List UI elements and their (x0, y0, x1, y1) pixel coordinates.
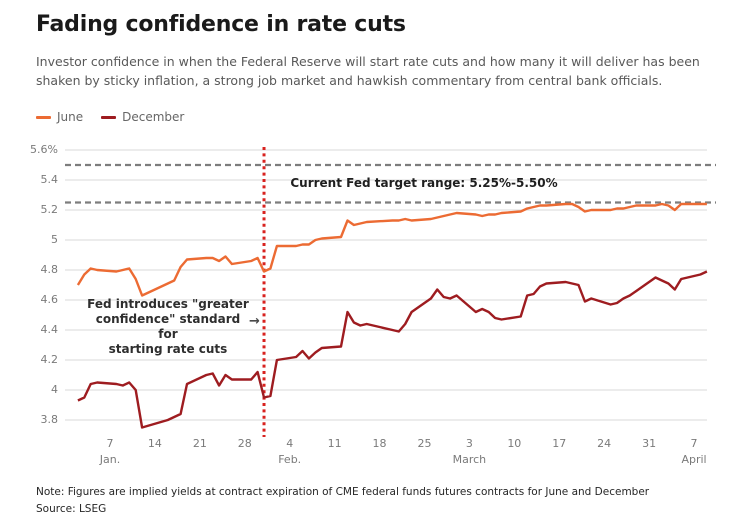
subtitle-line-2: shaken by sticky inflation, a strong job… (36, 72, 663, 88)
y-axis-tick-label: 4 (51, 383, 58, 396)
x-axis-tick-label: 14 (147, 437, 162, 450)
x-axis-tick-label: 25 (417, 437, 432, 450)
x-axis-tick-label: 18 (372, 437, 387, 450)
june-series-line (76, 202, 707, 297)
x-axis-tick-label: 31 (642, 437, 657, 450)
legend-label-june: June (57, 110, 84, 124)
x-axis-month-label: April (681, 453, 707, 466)
y-axis-tick-label: 3.8 (40, 413, 59, 426)
legend-item-december: December (101, 110, 184, 124)
fed-confidence-annotation: Fed introduces "greater confidence" stan… (84, 297, 252, 357)
x-axis-tick-label: 24 (597, 437, 612, 450)
fed-target-range-annotation: Current Fed target range: 5.25%-5.50% (290, 176, 558, 190)
chart-note: Note: Figures are implied yields at cont… (36, 486, 650, 498)
fed-annotation-line-3: starting rate cuts (108, 342, 228, 356)
subtitle-line-1: Investor confidence in when the Federal … (36, 54, 700, 69)
x-axis-tick-label: 11 (327, 437, 342, 450)
x-axis-month-label: Feb. (278, 453, 302, 466)
x-axis-tick-label: 3 (465, 437, 473, 450)
y-axis-tick-label: 5.2 (40, 203, 59, 216)
december-series-line (77, 270, 708, 429)
y-axis-tick-label: 5.4 (40, 173, 59, 186)
x-axis-tick-label: 21 (192, 437, 207, 450)
chart-subtitle: Investor confidence in when the Federal … (36, 53, 736, 91)
x-axis-tick-label: 7 (106, 437, 114, 450)
fed-annotation-line-2: confidence" standard for (95, 312, 241, 341)
chart-legend: June December (36, 110, 184, 124)
x-axis-tick-label: 4 (286, 437, 294, 450)
x-axis-month-label: Jan. (99, 453, 121, 466)
chart-source: Source: LSEG (36, 503, 107, 515)
y-axis-tick-label: 5.6% (30, 143, 58, 156)
y-axis-tick-label: 4.8 (40, 263, 59, 276)
fed-annotation-line-1: Fed introduces "greater (87, 297, 249, 311)
x-axis-month-label: March (452, 453, 487, 466)
y-axis-tick-label: 5 (51, 233, 58, 246)
y-axis-tick-label: 4.4 (40, 323, 59, 336)
june-line-swatch (36, 115, 51, 119)
x-axis-tick-label: 7 (690, 437, 698, 450)
december-line-swatch (101, 115, 117, 119)
y-axis-tick-label: 4.6 (40, 293, 59, 306)
x-axis-tick-label: 17 (552, 437, 567, 450)
legend-item-june: June (36, 110, 83, 124)
right-arrow-icon: → (249, 314, 260, 329)
x-axis-tick-label: 10 (507, 437, 522, 450)
legend-label-december: December (122, 110, 185, 124)
x-axis-tick-label: 28 (237, 437, 252, 450)
page-title: Fading confidence in rate cuts (36, 12, 406, 37)
y-axis-tick-label: 4.2 (40, 353, 59, 366)
